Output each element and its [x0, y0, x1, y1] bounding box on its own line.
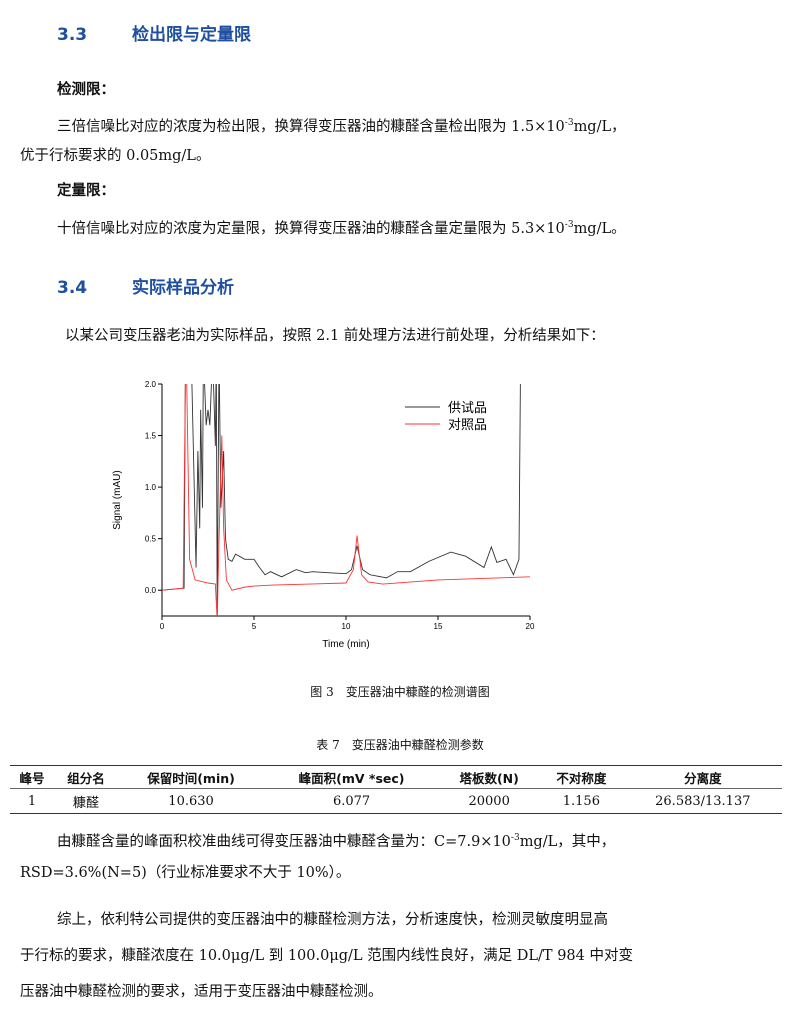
legend-label: 对照品	[448, 417, 487, 432]
table-caption: 表 7 变压器油中糠醛检测参数	[316, 738, 484, 752]
col-header: 塔板数(N)	[439, 765, 540, 789]
col-header: 不对称度	[539, 765, 624, 789]
y-tick-label: 1.0	[145, 483, 157, 492]
figure-caption: 图 3 变压器油中糠醛的检测谱图	[310, 685, 490, 699]
lod-exp: -3	[564, 118, 574, 128]
section-heading-3-3: 3.3 检出限与定量限	[57, 20, 251, 45]
section-heading-3-4: 3.4 实际样品分析	[57, 273, 234, 298]
x-tick-label: 15	[434, 622, 443, 631]
col-header: 分离度	[623, 765, 782, 789]
result-text-2: RSD=3.6%(N=5)（行业标准要求不大于 10%）。	[20, 865, 351, 881]
lod-text: 三倍信噪比对应的浓度为检出限，换算得变压器油的糠醛含量检出限为 1.5×10-3…	[57, 113, 626, 137]
loq-label: 定量限：	[57, 183, 115, 199]
loq-text-b: mg/L。	[573, 220, 626, 237]
loq-text-a: 十倍信噪比对应的浓度为定量限，换算得变压器油的糠醛含量定量限为 5.3×10	[57, 220, 565, 237]
series-line-1	[162, 384, 530, 616]
col-header: 峰号	[10, 765, 54, 789]
table-cell: 糠醛	[53, 788, 119, 814]
loq-exp: -3	[564, 220, 574, 230]
x-tick-label: 10	[342, 622, 351, 631]
result-text: 由糠醛含量的峰面积校准曲线可得变压器油中糠醛含量为：C=7.9×10-3mg/L…	[57, 828, 615, 852]
table-cell: 26.583/13.137	[623, 788, 782, 814]
intro-text: 以某公司变压器老油为实际样品，按照 2.1 前处理方法进行前处理，分析结果如下：	[65, 328, 605, 344]
result-text-a: 由糠醛含量的峰面积校准曲线可得变压器油中糠醛含量为：C=7.9×10	[57, 833, 511, 850]
summary-line-3: 压器油中糠醛检测的要求，适用于变压器油中糠醛检测。	[20, 984, 383, 1000]
legend-label: 供试品	[448, 400, 487, 415]
result-exp: -3	[510, 833, 520, 843]
y-tick-label: 0.0	[145, 586, 157, 595]
col-header: 组分名	[53, 765, 119, 789]
table-header-row: 峰号 组分名 保留时间(min) 峰面积(mV *sec) 塔板数(N) 不对称…	[10, 765, 782, 789]
y-tick-label: 1.5	[145, 432, 157, 441]
table-cell: 6.077	[263, 788, 440, 814]
y-axis-label: Signal (mAU)	[112, 470, 123, 529]
series-line-0	[162, 384, 521, 616]
x-tick-label: 5	[252, 622, 257, 631]
y-tick-label: 0.5	[145, 535, 157, 544]
lod-text-2: 优于行标要求的 0.05mg/L。	[20, 148, 211, 164]
loq-text: 十倍信噪比对应的浓度为定量限，换算得变压器油的糠醛含量定量限为 5.3×10-3…	[57, 215, 626, 239]
table-row: 1 糠醛 10.630 6.077 20000 1.156 26.583/13.…	[10, 788, 782, 814]
section-title: 实际样品分析	[132, 278, 234, 298]
lod-text-b: mg/L，	[573, 118, 626, 135]
x-tick-label: 20	[526, 622, 535, 631]
summary-line-2: 于行标的要求，糠醛浓度在 10.0μg/L 到 100.0μg/L 范围内线性良…	[20, 948, 633, 964]
results-table: 峰号 组分名 保留时间(min) 峰面积(mV *sec) 塔板数(N) 不对称…	[10, 765, 782, 814]
lod-text-a: 三倍信噪比对应的浓度为检出限，换算得变压器油的糠醛含量检出限为 1.5×10	[57, 118, 565, 135]
section-number: 3.4	[57, 278, 88, 298]
table-cell: 1.156	[539, 788, 624, 814]
section-number: 3.3	[57, 25, 88, 45]
col-header: 保留时间(min)	[118, 765, 264, 789]
table-cell: 20000	[439, 788, 540, 814]
table-cell: 1	[10, 788, 54, 814]
col-header: 峰面积(mV *sec)	[263, 765, 440, 789]
x-axis-label: Time (min)	[322, 639, 369, 650]
section-title: 检出限与定量限	[132, 25, 251, 45]
summary-line-1: 综上，依利特公司提供的变压器油中的糠醛检测方法，分析速度快，检测灵敏度明显高	[57, 912, 608, 928]
x-tick-label: 0	[160, 622, 165, 631]
result-text-b: mg/L，其中，	[519, 833, 616, 850]
lod-label: 检测限：	[57, 82, 115, 98]
table-cell: 10.630	[118, 788, 264, 814]
y-tick-label: 2.0	[145, 380, 157, 389]
